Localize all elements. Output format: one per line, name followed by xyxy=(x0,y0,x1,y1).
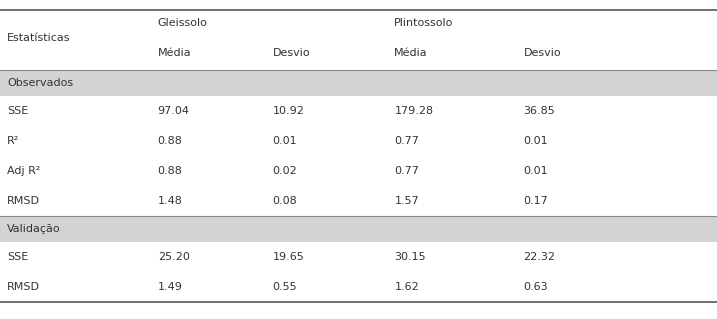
Text: Observados: Observados xyxy=(7,78,73,88)
Text: Adj R²: Adj R² xyxy=(7,166,41,176)
Text: 0.02: 0.02 xyxy=(272,166,298,176)
Text: 0.01: 0.01 xyxy=(523,166,548,176)
Text: SSE: SSE xyxy=(7,252,29,262)
Text: 0.88: 0.88 xyxy=(158,136,183,146)
Text: 179.28: 179.28 xyxy=(394,106,434,116)
Text: 30.15: 30.15 xyxy=(394,252,426,262)
Text: Estatísticas: Estatísticas xyxy=(7,33,71,43)
Bar xyxy=(0,216,717,242)
Text: Gleissolo: Gleissolo xyxy=(158,18,208,28)
Text: RMSD: RMSD xyxy=(7,196,40,206)
Text: 25.20: 25.20 xyxy=(158,252,189,262)
Text: 1.49: 1.49 xyxy=(158,282,183,292)
Text: 0.77: 0.77 xyxy=(394,136,419,146)
Text: 0.63: 0.63 xyxy=(523,282,548,292)
Text: 0.55: 0.55 xyxy=(272,282,297,292)
Text: 97.04: 97.04 xyxy=(158,106,190,116)
Text: 10.92: 10.92 xyxy=(272,106,304,116)
Text: 0.77: 0.77 xyxy=(394,166,419,176)
Text: Plintossolo: Plintossolo xyxy=(394,18,454,28)
Text: RMSD: RMSD xyxy=(7,282,40,292)
Text: Desvio: Desvio xyxy=(272,48,310,58)
Text: 22.32: 22.32 xyxy=(523,252,556,262)
Text: 0.88: 0.88 xyxy=(158,166,183,176)
Text: 0.08: 0.08 xyxy=(272,196,298,206)
Text: 1.57: 1.57 xyxy=(394,196,419,206)
Text: Média: Média xyxy=(158,48,191,58)
Text: SSE: SSE xyxy=(7,106,29,116)
Text: R²: R² xyxy=(7,136,19,146)
Text: 0.01: 0.01 xyxy=(272,136,297,146)
Text: 0.17: 0.17 xyxy=(523,196,549,206)
Text: 36.85: 36.85 xyxy=(523,106,555,116)
Text: Média: Média xyxy=(394,48,428,58)
Bar xyxy=(0,70,717,96)
Text: Desvio: Desvio xyxy=(523,48,561,58)
Text: 1.48: 1.48 xyxy=(158,196,183,206)
Text: 1.62: 1.62 xyxy=(394,282,419,292)
Text: 19.65: 19.65 xyxy=(272,252,304,262)
Text: 0.01: 0.01 xyxy=(523,136,548,146)
Text: Validação: Validação xyxy=(7,224,61,234)
